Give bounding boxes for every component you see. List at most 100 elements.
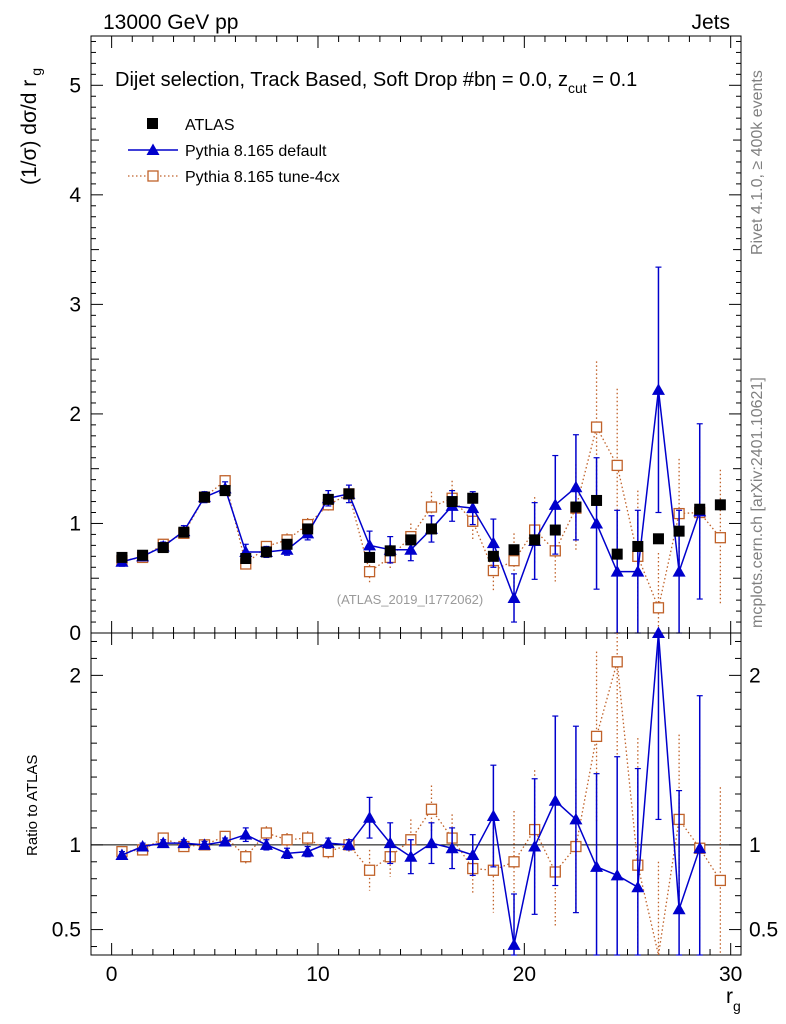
pythia-default-point — [590, 516, 604, 529]
pythia-default-point — [486, 536, 500, 549]
pythia-default-point — [672, 565, 686, 577]
plot-title-main: Dijet selection, Track Based, Soft Drop … — [115, 69, 568, 91]
tune-4cx-point — [714, 532, 727, 544]
pythia-default-point — [507, 591, 521, 603]
pythia-default-point — [610, 565, 624, 577]
pythia-default-ratio-point — [342, 838, 356, 850]
pythia-default-ratio-point — [239, 828, 253, 840]
main-y-axis-label-main: (1/σ) dσ/d r — [18, 80, 41, 185]
atlas-point — [384, 545, 396, 557]
tune-4cx-point — [611, 459, 623, 472]
main-y-tick-label: 0 — [69, 622, 81, 645]
legend-tune-marker — [147, 170, 159, 182]
atlas-point — [116, 551, 128, 563]
main-y-tick-label: 5 — [69, 74, 81, 97]
ratio-y-tick-label: 2 — [69, 664, 81, 687]
pythia-default-ratio-line — [121, 632, 701, 945]
pythia-default-ratio-point — [404, 850, 418, 862]
atlas-point — [364, 551, 376, 563]
main-y-axis-label: (1/σ) dσ/d r g — [18, 68, 44, 185]
atlas-point — [714, 499, 726, 511]
pythia-default-point — [651, 383, 665, 395]
tune-4cx-ratio-series — [116, 633, 727, 956]
pythia-default-ratio-point — [548, 794, 562, 806]
ratio-y-tick-label: 1 — [69, 834, 81, 857]
legend-atlas-label: ATLAS — [185, 117, 235, 134]
main-series — [115, 266, 727, 634]
main-y-tick-label: 1 — [69, 512, 81, 535]
x-tick-label: 20 — [513, 963, 536, 986]
atlas-point — [549, 524, 561, 536]
analysis-reference: (ATLAS_2019_I1772062) — [337, 592, 483, 607]
tune-4cx-point — [590, 421, 603, 433]
pythia-default-ratio-point — [321, 836, 335, 849]
pythia-default-ratio-point — [383, 836, 397, 849]
main-panel: 0 1 2 3 4 5 Dijet selection, Track Based, Sof… — [18, 35, 742, 645]
tune-4cx-ratio-point — [508, 856, 520, 868]
tune-4cx-point — [508, 555, 520, 567]
pythia-default-ratio-point — [136, 840, 150, 852]
pythia-default-ratio-point — [466, 848, 480, 861]
pythia-default-ratio-point — [651, 626, 665, 638]
pythia-default-point — [404, 543, 418, 555]
tune-4cx-ratio-point — [240, 851, 252, 863]
atlas-point — [281, 538, 293, 550]
pythia-default-ratio-point — [301, 845, 315, 857]
pythia-default-ratio-point — [177, 836, 191, 849]
pythia-default-ratio-point — [259, 838, 273, 850]
ratio-axis-ticks — [91, 633, 741, 955]
pythia-default-point — [466, 501, 480, 514]
tune-4cx-point — [425, 501, 438, 513]
tune-4cx-ratio-point — [302, 832, 314, 844]
pythia-default-ratio-point — [424, 836, 438, 849]
x-axis-label-sub: g — [733, 998, 741, 1014]
pythia-default-point — [548, 498, 562, 510]
atlas-point — [446, 496, 458, 508]
ratio-frame — [90, 632, 742, 956]
pythia-default-ratio-point — [610, 868, 624, 881]
pythia-default-ratio-point — [693, 841, 707, 854]
x-tick-labels: 0 10 20 30 — [106, 963, 743, 986]
pythia-default-ratio-point — [631, 880, 645, 893]
atlas-point — [198, 491, 210, 503]
pythia-default-ratio-point — [672, 902, 686, 915]
main-y-tick-label: 2 — [69, 403, 81, 426]
x-tick-label: 30 — [719, 963, 742, 986]
atlas-point — [673, 525, 685, 537]
ratio-y-tick-label-right: 1 — [749, 834, 761, 857]
source-label: mcplots.cern.ch [arXiv:2401.10621] — [749, 377, 766, 628]
tune-4cx-ratio-point — [281, 834, 293, 846]
ratio-y-tick-labels: 0.5 0.5 1 1 2 2 — [52, 664, 778, 941]
tune-4cx-point — [363, 566, 376, 578]
atlas-point — [694, 503, 706, 515]
tune-4cx-ratio-point — [714, 874, 727, 887]
pythia-default-ratio-point — [115, 848, 129, 861]
atlas-point — [343, 488, 355, 500]
atlas-point — [405, 534, 417, 546]
pythia-default-ratio-point — [590, 860, 604, 872]
atlas-point — [611, 548, 623, 560]
atlas-point — [240, 553, 252, 565]
pythia-default-ratio-point — [528, 840, 542, 852]
atlas-point — [425, 523, 437, 535]
atlas-point — [529, 534, 541, 546]
pythia-default-ratio-point — [569, 812, 583, 825]
pythia-default-ratio-point — [156, 836, 170, 849]
plot-title-tail: = 0.1 — [587, 69, 638, 91]
pythia-default-ratio-point — [363, 811, 377, 823]
legend: ATLAS Pythia 8.165 default Pythia 8.165 … — [128, 117, 340, 186]
tune-4cx-point — [652, 602, 665, 614]
ratio-panel: 0.5 0.5 1 1 2 2 0 10 20 30 Ratio to ATLAS rg — [24, 626, 778, 1014]
main-y-tick-label: 3 — [69, 293, 81, 316]
ratio-series — [115, 626, 727, 956]
main-y-tick-label: 4 — [69, 184, 81, 207]
atlas-series — [116, 485, 726, 565]
plot-title: Dijet selection, Track Based, Soft Drop … — [115, 69, 637, 96]
x-tick-label: 0 — [106, 963, 118, 986]
atlas-point — [260, 546, 272, 558]
pythia-default-ratio-point — [445, 841, 459, 854]
atlas-point — [137, 549, 149, 561]
main-axis-ticks — [91, 36, 741, 634]
x-tick-label: 10 — [306, 963, 329, 986]
